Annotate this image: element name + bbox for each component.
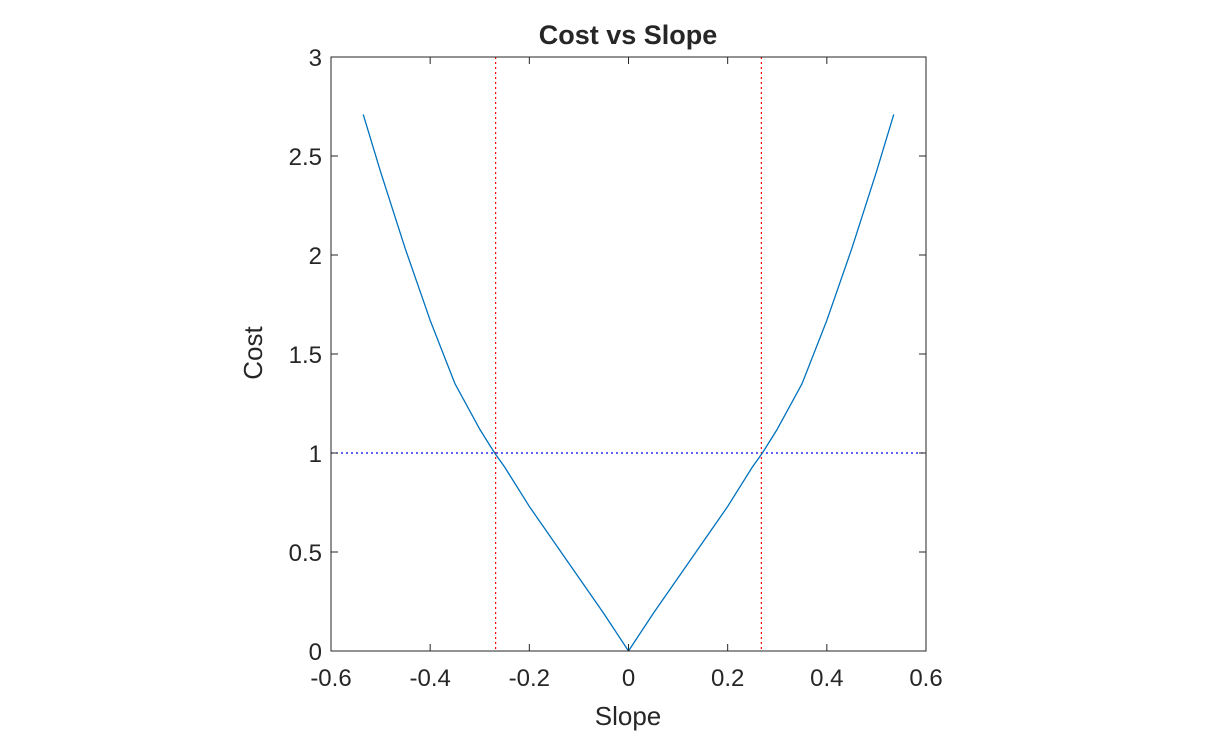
series-line-0 bbox=[362, 114, 895, 652]
x-tick-label: 0.6 bbox=[909, 665, 942, 692]
x-tick-label: 0.2 bbox=[711, 665, 744, 692]
y-tick-label: 0.5 bbox=[289, 540, 322, 567]
y-tick-label: 1 bbox=[309, 441, 322, 468]
reference-lines bbox=[331, 57, 926, 651]
axes-box bbox=[330, 56, 927, 652]
chart-title: Cost vs Slope bbox=[539, 20, 718, 50]
x-tick-label: -0.6 bbox=[310, 665, 351, 692]
y-tick-label: 2.5 bbox=[289, 144, 322, 171]
y-tick-label: 3 bbox=[309, 45, 322, 72]
x-tick-label: -0.2 bbox=[509, 665, 550, 692]
y-tick-label: 2 bbox=[309, 243, 322, 270]
x-tick-label: 0 bbox=[622, 665, 635, 692]
series-layer bbox=[362, 114, 895, 652]
x-tick-label: 0.4 bbox=[810, 665, 843, 692]
x-axis-label: Slope bbox=[595, 701, 662, 731]
x-tick-label: -0.4 bbox=[409, 665, 450, 692]
y-axis-label: Cost bbox=[238, 325, 268, 379]
axes: -0.6 -0.4 -0.2 0 0.2 0.4 0.6 0 0.5 1 1.5 2 2.5 3 bbox=[289, 45, 943, 692]
y-tick-label: 1.5 bbox=[289, 342, 322, 369]
y-tick-label: 0 bbox=[309, 639, 322, 666]
